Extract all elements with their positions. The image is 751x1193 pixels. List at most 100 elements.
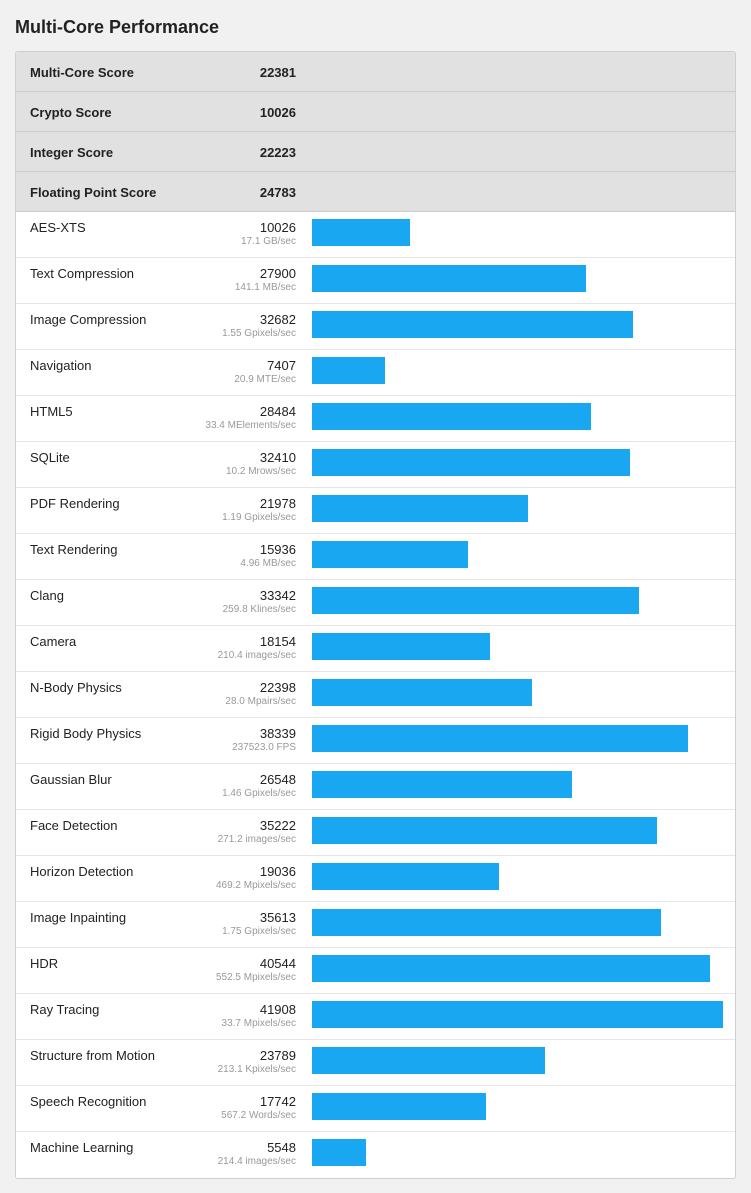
benchmark-score: 35222: [259, 818, 296, 833]
benchmark-score: 41908: [259, 1002, 296, 1017]
benchmark-rate: 271.2 images/sec: [217, 834, 296, 845]
score-bar-track: [312, 311, 723, 338]
score-bar: [312, 1047, 545, 1074]
benchmark-name: Navigation: [30, 358, 92, 373]
score-bar-track: [312, 909, 723, 936]
benchmark-score: 7407: [267, 358, 296, 373]
score-bar-track: [312, 403, 723, 430]
score-bar: [312, 495, 528, 522]
benchmark-row: Gaussian Blur 26548 1.46 Gpixels/sec: [16, 764, 735, 810]
benchmark-row: AES-XTS 10026 17.1 GB/sec: [16, 212, 735, 258]
benchmark-name: HDR: [30, 956, 59, 971]
benchmark-name: N-Body Physics: [30, 680, 122, 695]
benchmark-row: Ray Tracing 41908 33.7 Mpixels/sec: [16, 994, 735, 1040]
score-bar: [312, 219, 410, 246]
score-bar-track: [312, 219, 723, 246]
benchmark-row: Speech Recognition 17742 567.2 Words/sec: [16, 1086, 735, 1132]
score-bar: [312, 633, 490, 660]
benchmark-row: Text Rendering 15936 4.96 MB/sec: [16, 534, 735, 580]
summary-score-row: Multi-Core Score 22381: [16, 52, 735, 92]
benchmark-score: 40544: [259, 956, 296, 971]
summary-score-row: Integer Score 22223: [16, 132, 735, 172]
benchmark-rate: 1.46 Gpixels/sec: [222, 788, 296, 799]
benchmark-score: 32410: [259, 450, 296, 465]
benchmark-name: Speech Recognition: [30, 1094, 147, 1109]
benchmark-name: HTML5: [30, 404, 73, 419]
summary-score-value: 24783: [259, 185, 296, 200]
benchmark-score: 15936: [259, 542, 296, 557]
benchmark-name: Ray Tracing: [30, 1002, 100, 1017]
benchmark-score: 27900: [259, 266, 296, 281]
score-bar: [312, 449, 630, 476]
benchmark-score: 32682: [259, 312, 296, 327]
score-bar: [312, 587, 639, 614]
benchmark-rate: 213.1 Kpixels/sec: [217, 1064, 296, 1075]
score-bar: [312, 725, 688, 752]
benchmark-score: 28484: [259, 404, 296, 419]
score-bar: [312, 311, 633, 338]
benchmark-row: SQLite 32410 10.2 Mrows/sec: [16, 442, 735, 488]
benchmark-rate: 1.75 Gpixels/sec: [222, 926, 296, 937]
score-bar-track: [312, 1047, 723, 1074]
benchmark-name: Image Inpainting: [30, 910, 127, 925]
benchmark-rate: 33.4 MElements/sec: [205, 420, 296, 431]
benchmark-row: Rigid Body Physics 38339 237523.0 FPS: [16, 718, 735, 764]
benchmark-row: Text Compression 27900 141.1 MB/sec: [16, 258, 735, 304]
score-bar-track: [312, 1139, 723, 1166]
benchmark-rate: 214.4 images/sec: [217, 1156, 296, 1167]
score-bar: [312, 1139, 366, 1166]
benchmark-score: 22398: [259, 680, 296, 695]
benchmark-row: Horizon Detection 19036 469.2 Mpixels/sec: [16, 856, 735, 902]
benchmark-name: Machine Learning: [30, 1140, 134, 1155]
benchmark-rate: 237523.0 FPS: [232, 742, 296, 753]
score-bar: [312, 541, 468, 568]
benchmark-row: N-Body Physics 22398 28.0 Mpairs/sec: [16, 672, 735, 718]
benchmark-name: AES-XTS: [30, 220, 86, 235]
score-bar-track: [312, 265, 723, 292]
score-bar-track: [312, 725, 723, 752]
summary-score-value: 10026: [259, 105, 296, 120]
benchmark-name: Horizon Detection: [30, 864, 134, 879]
benchmark-row: HTML5 28484 33.4 MElements/sec: [16, 396, 735, 442]
benchmark-rate: 469.2 Mpixels/sec: [215, 880, 296, 891]
benchmark-score: 17742: [259, 1094, 296, 1109]
benchmark-list: AES-XTS 10026 17.1 GB/sec Text Compression 2…: [16, 212, 735, 1178]
benchmark-name: Text Compression: [30, 266, 135, 281]
summary-score-label: Multi-Core Score: [30, 65, 135, 80]
score-bar-track: [312, 495, 723, 522]
score-bar-track: [312, 1001, 723, 1028]
benchmark-score: 23789: [259, 1048, 296, 1063]
benchmark-row: Image Compression 32682 1.55 Gpixels/sec: [16, 304, 735, 350]
results-table: Multi-Core Score 22381 Crypto Score 10026 In…: [15, 51, 736, 1179]
benchmark-row: Structure from Motion 23789 213.1 Kpixels/…: [16, 1040, 735, 1086]
benchmark-rate: 259.8 Klines/sec: [222, 604, 296, 615]
score-bar: [312, 909, 661, 936]
benchmark-name: Image Compression: [30, 312, 147, 327]
score-bar-track: [312, 1093, 723, 1120]
score-bar-track: [312, 633, 723, 660]
score-bar: [312, 771, 572, 798]
benchmark-name: PDF Rendering: [30, 496, 120, 511]
benchmark-name: Clang: [30, 588, 64, 603]
benchmark-row: Navigation 7407 20.9 MTE/sec: [16, 350, 735, 396]
benchmark-row: PDF Rendering 21978 1.19 Gpixels/sec: [16, 488, 735, 534]
benchmark-rate: 552.5 Mpixels/sec: [215, 972, 296, 983]
score-bar-track: [312, 817, 723, 844]
score-bar-track: [312, 587, 723, 614]
benchmark-name: Gaussian Blur: [30, 772, 112, 787]
score-bar: [312, 403, 591, 430]
benchmark-score: 21978: [259, 496, 296, 511]
benchmark-name: Rigid Body Physics: [30, 726, 142, 741]
score-bar-track: [312, 679, 723, 706]
summary-score-row: Floating Point Score 24783: [16, 172, 735, 212]
benchmark-score: 19036: [259, 864, 296, 879]
benchmark-score: 26548: [259, 772, 296, 787]
summary-scores: Multi-Core Score 22381 Crypto Score 10026 In…: [16, 52, 735, 212]
benchmark-score: 35613: [259, 910, 296, 925]
benchmark-rate: 33.7 Mpixels/sec: [221, 1018, 296, 1029]
score-bar: [312, 1093, 486, 1120]
summary-score-value: 22381: [259, 65, 296, 80]
score-bar: [312, 817, 657, 844]
score-bar: [312, 265, 586, 292]
benchmark-name: Face Detection: [30, 818, 118, 833]
